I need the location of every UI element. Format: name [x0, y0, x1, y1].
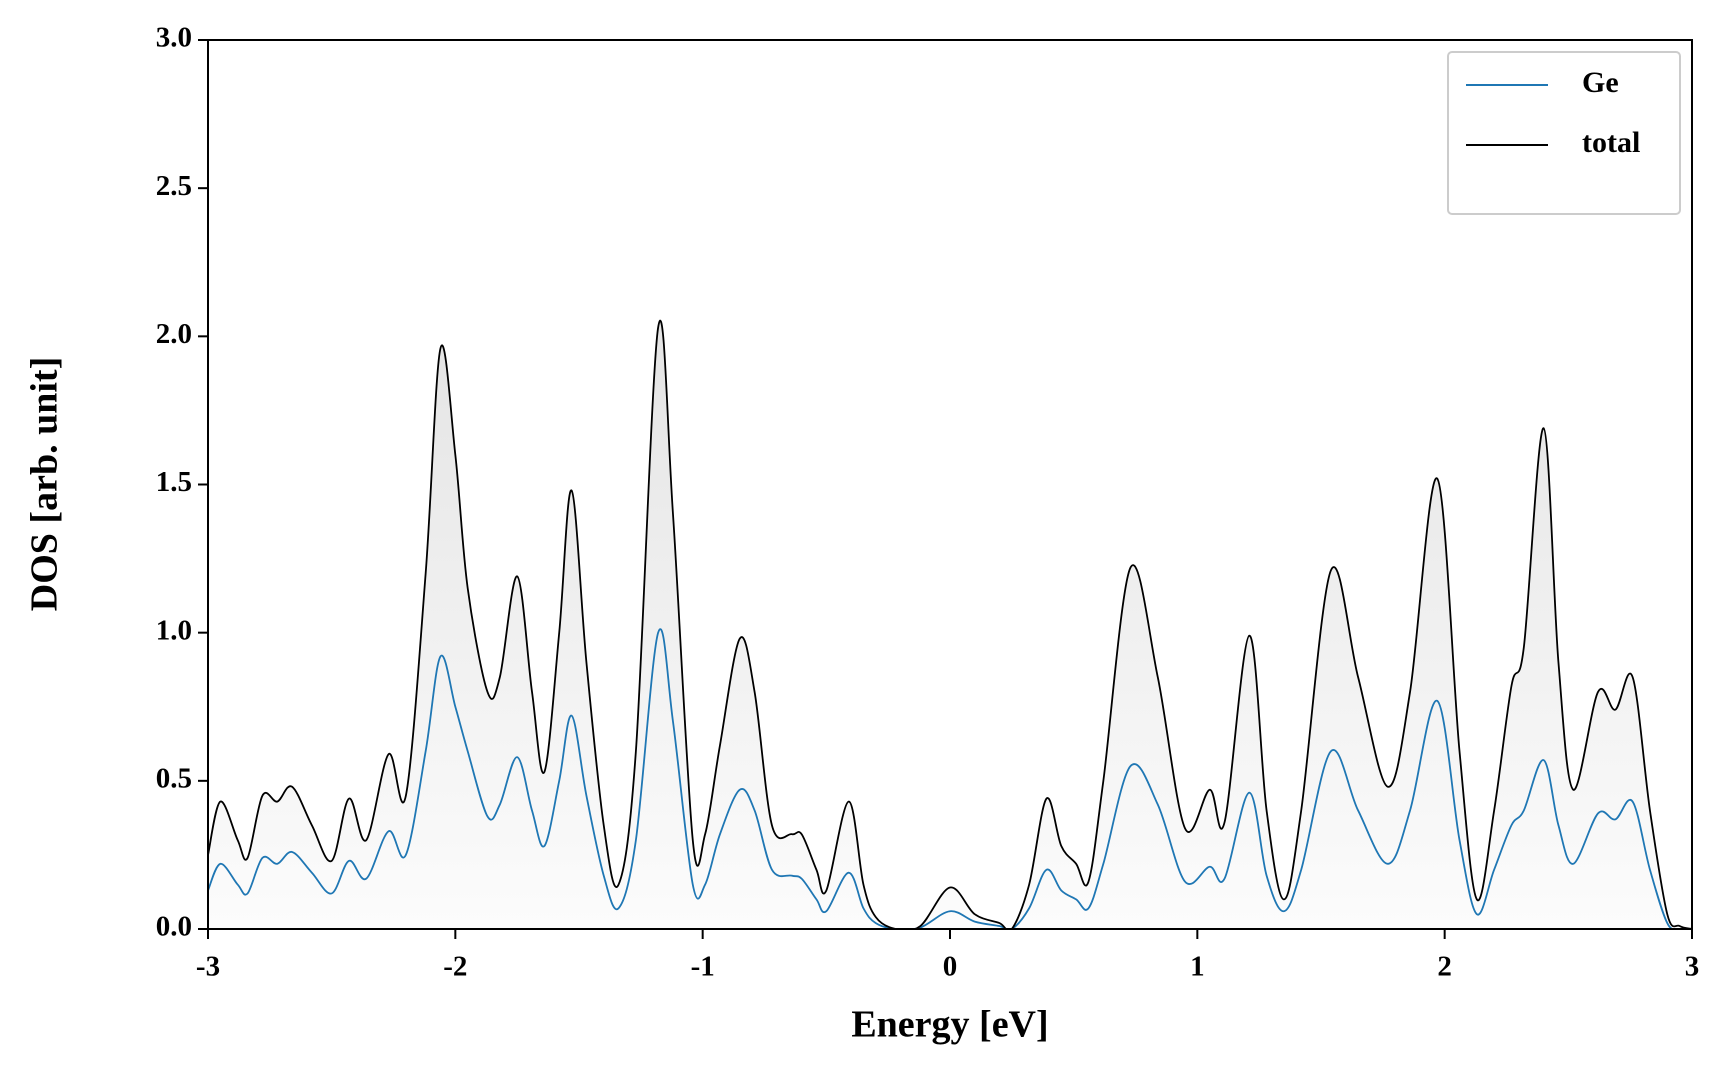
x-tick-label: -2 [443, 951, 467, 983]
y-tick-label: 2.5 [156, 170, 192, 202]
plot-area [208, 319, 1692, 929]
legend-label: Ge [1582, 66, 1619, 99]
x-tick-label: 0 [943, 951, 958, 983]
y-tick-label: 0.0 [156, 911, 192, 943]
y-tick-label: 0.5 [156, 762, 192, 794]
x-tick-label: 1 [1190, 951, 1205, 983]
x-tick-label: 2 [1437, 951, 1452, 983]
legend-label: total [1582, 126, 1640, 159]
area-fill [208, 320, 1692, 929]
y-tick-label: 1.0 [156, 614, 192, 646]
legend-box [1447, 51, 1681, 215]
y-tick-label: 1.5 [156, 466, 192, 498]
x-tick-label: -3 [196, 951, 220, 983]
x-tick-label: 3 [1685, 951, 1700, 983]
y-axis-label: DOS [arb. unit] [24, 357, 66, 611]
y-tick-label: 3.0 [156, 22, 192, 54]
line-series [208, 319, 1692, 929]
y-tick-label: 2.0 [156, 318, 192, 350]
x-axis-label: Energy [eV] [851, 1004, 1048, 1046]
x-tick-label: -1 [691, 951, 715, 983]
line-series [208, 628, 1692, 929]
